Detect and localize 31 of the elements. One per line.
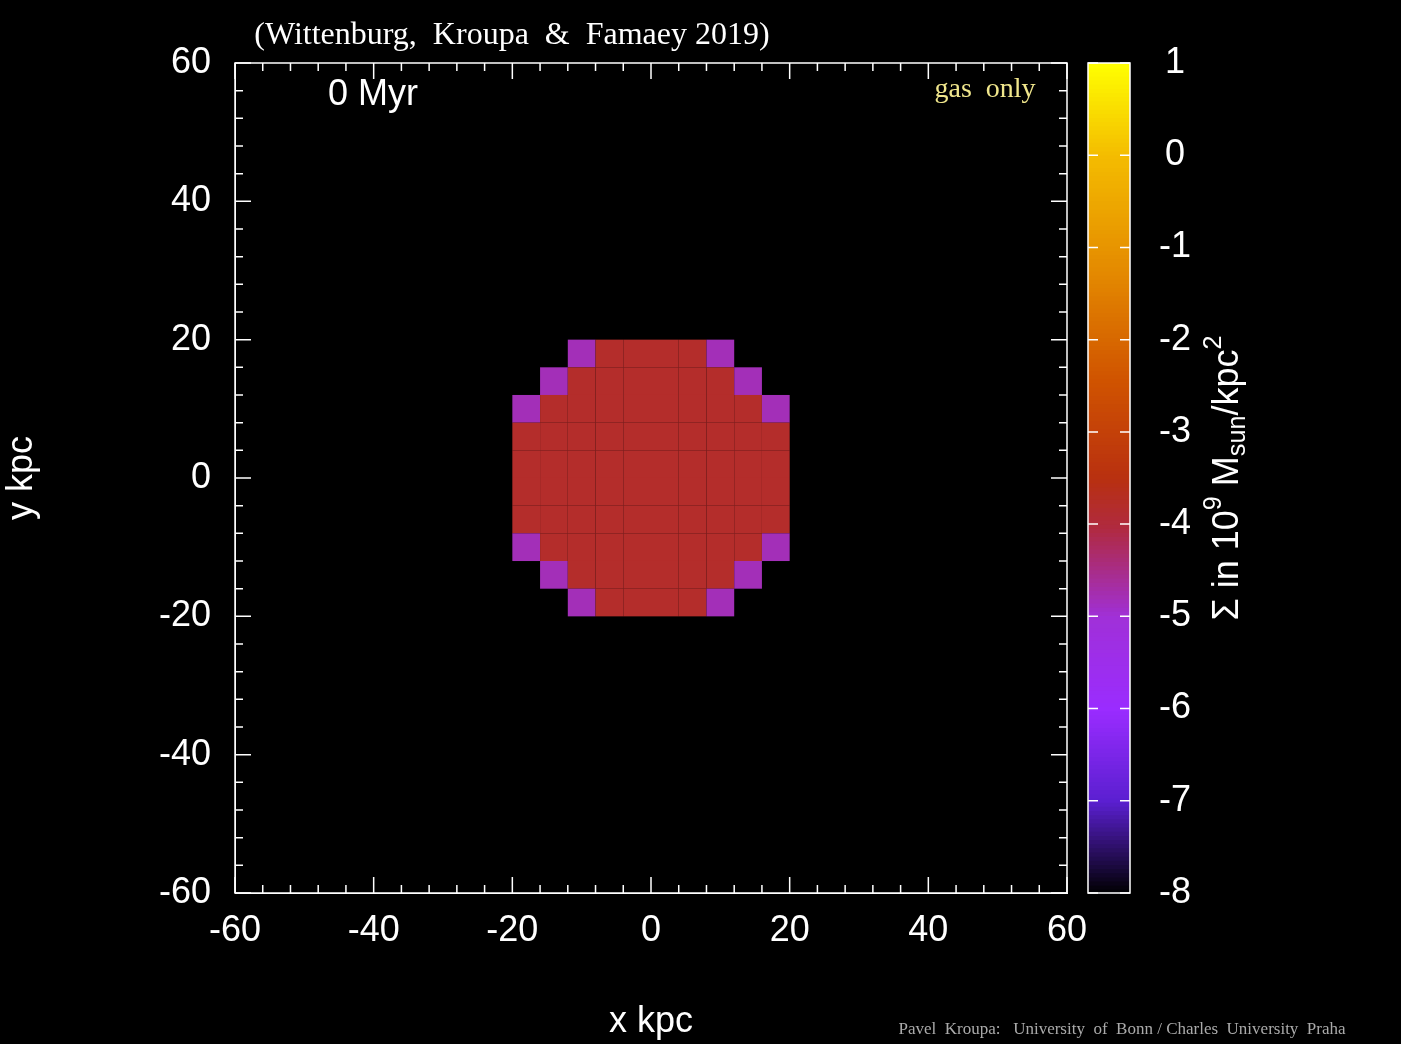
x-tick-label: -20	[486, 907, 539, 949]
y-tick-label: -20	[158, 593, 211, 635]
y-tick-label: 20	[170, 316, 211, 358]
color-bar-label: -8	[1158, 869, 1192, 911]
color-bar-label: -7	[1158, 777, 1192, 819]
annotation: gas only	[934, 72, 1036, 104]
y-tick-label: 60	[170, 39, 211, 81]
color-bar-label: 0	[1164, 132, 1186, 174]
y-tick-label: -60	[158, 869, 211, 911]
annotation: 0 Myr	[328, 71, 419, 113]
color-bar-title: Σ in 109 Msun/kpc2	[1198, 335, 1251, 621]
color-bar-label: -6	[1158, 685, 1192, 727]
color-bar-label: 1	[1164, 39, 1186, 81]
color-bar-label: -5	[1158, 593, 1192, 635]
chart-title: (Wittenburg, Kroupa & Famaey 2019)	[254, 15, 770, 52]
color-bar-label: -4	[1158, 501, 1192, 543]
x-tick-label: 0	[640, 907, 662, 949]
text: Pavel Kroupa: University of Bonn / Charles University Praha	[898, 1019, 1347, 1039]
x-tick-label: 40	[908, 907, 949, 949]
color-bar-label: -2	[1158, 316, 1192, 358]
x-tick-label: 60	[1046, 907, 1088, 949]
x-axis-title: x kpc	[608, 999, 694, 1041]
y-tick-label: 0	[190, 454, 211, 496]
color-bar-label: -1	[1158, 224, 1192, 266]
x-tick-label: 20	[769, 907, 810, 949]
y-tick-label: -40	[158, 731, 211, 773]
y-tick-label: 40	[170, 178, 211, 220]
color-bar-label: -3	[1158, 408, 1192, 450]
x-tick-label: -40	[347, 907, 400, 949]
x-tick-label: -60	[208, 907, 262, 949]
y-axis-title: y kpc	[0, 435, 40, 521]
